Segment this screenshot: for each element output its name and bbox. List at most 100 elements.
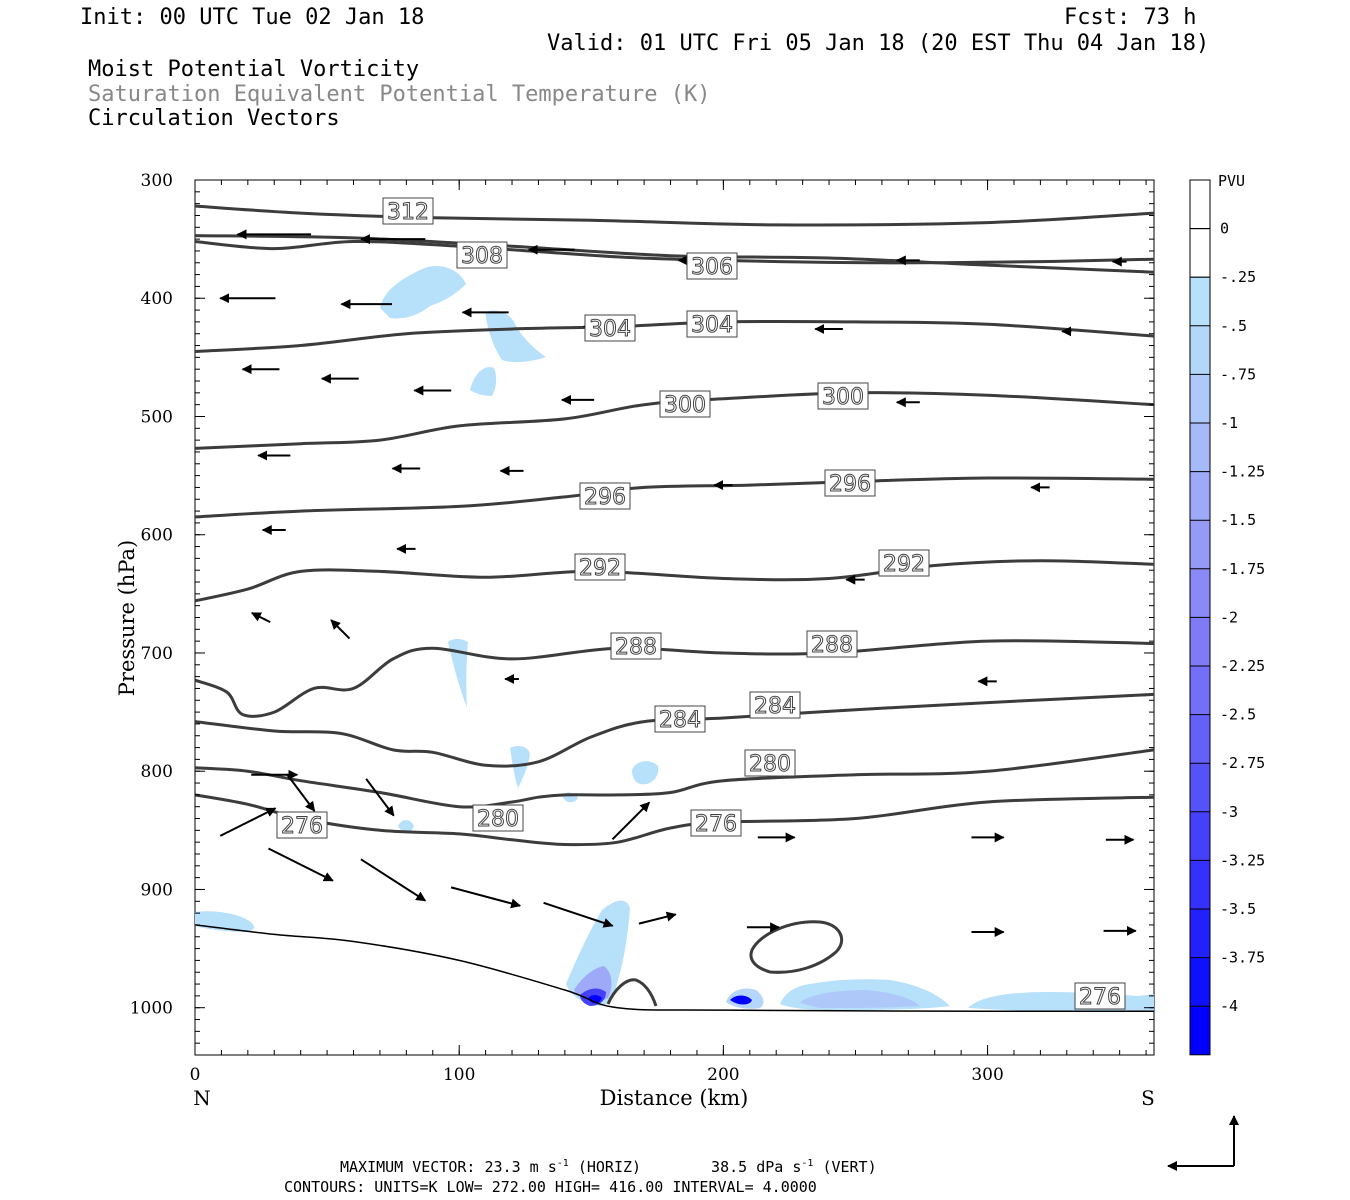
colorbar-label-15: -3.75 [1220,949,1265,967]
contour-label-280: 280 [472,804,524,833]
colorbar-label-1: -.25 [1220,268,1256,286]
colorbar-label-2: -.5 [1220,317,1247,335]
closed-contour-fragments [606,920,843,1007]
svg-text:304: 304 [589,317,631,342]
colorbar-swatch-12 [1190,763,1210,812]
vector-30 [286,773,316,812]
contour-292 [194,559,1155,603]
svg-text:284: 284 [754,694,796,719]
colorbar-label-5: -1.25 [1220,463,1265,481]
svg-text:276: 276 [281,814,323,839]
init-time: Init: 00 UTC Tue 02 Jan 18 [80,5,424,30]
x-axis-title: Distance (km) [600,1086,749,1110]
contour-308 [194,239,1155,265]
reference-vector [1167,1115,1239,1171]
contour-label-284: 284 [654,705,706,734]
colorbar-label-8: -2 [1220,608,1238,626]
svg-text:300: 300 [822,385,864,410]
contour-label-296: 296 [824,469,876,498]
contour-300 [194,391,1155,450]
x-tick-label-100: 100 [443,1065,475,1085]
svg-text:276: 276 [695,812,737,837]
colorbar-label-13: -3.25 [1220,851,1265,869]
contour-label-292: 292 [574,553,626,582]
colorbar-swatch-13 [1190,811,1210,861]
contour-284 [194,692,1155,768]
vector-26 [330,619,351,640]
contour-312 [194,204,1155,227]
y-tick-label-900: 900 [141,880,173,900]
colorbar-swatch-17 [1190,1006,1210,1055]
colorbar-swatch-2 [1190,277,1210,326]
field-title-theta-es: Saturation Equivalent Potential Temperat… [88,82,711,107]
vector-32 [219,807,277,837]
plot-area [194,179,1155,1056]
contour-280 [194,748,1155,809]
colorbar-label-6: -1.5 [1220,511,1256,529]
colorbar-label-3: -.75 [1220,365,1256,383]
colorbar-swatch-5 [1190,423,1210,472]
y-tick-label-1000: 1000 [130,999,173,1019]
vector-36 [543,901,614,928]
colorbar-swatch-6 [1190,471,1210,521]
south-label: S [1141,1086,1155,1110]
ground-surface-line [194,924,1155,1013]
colorbar-unit: PVU [1218,172,1245,190]
vector-25 [250,612,271,623]
colorbar-label-11: -2.75 [1220,754,1265,772]
y-tick-label-300: 300 [141,171,173,191]
forecast-hour: Fcst: 73 h [1064,5,1196,30]
contour-label-276: 276 [1074,982,1126,1011]
svg-text:280: 280 [749,752,791,777]
contour-296 [194,476,1155,519]
svg-text:284: 284 [659,708,701,733]
svg-text:296: 296 [584,485,626,510]
contour-label-308: 308 [456,241,508,270]
colorbar-label-9: -2.25 [1220,657,1265,675]
contour-labels: 312 308 306 304 304 300 300 296 296 292 292 288 288 2… [276,197,1126,1011]
field-title-vectors: Circulation Vectors [88,106,340,131]
svg-text:306: 306 [691,255,733,280]
colorbar-swatch-14 [1190,860,1210,909]
svg-text:288: 288 [615,635,657,660]
contour-label-300: 300 [659,390,711,419]
colorbar-swatch-16 [1190,957,1210,1007]
contour-306 [194,234,1155,274]
contour-label-304: 304 [584,314,636,343]
colorbar-label-12: -3 [1220,803,1238,821]
vector-37 [611,801,651,840]
colorbar-swatch-4 [1190,374,1210,423]
colorbar-label-0: 0 [1220,220,1229,238]
y-tick-label-800: 800 [141,762,173,782]
colorbar-swatch-1 [1189,228,1211,278]
colorbar-swatch-15 [1190,909,1210,958]
vector-33 [268,847,334,882]
axes: 0 100 200 300 300 400 500 600 700 800 900 1000 [130,171,1154,1085]
colorbar-swatch-10 [1190,666,1210,715]
vector-38 [638,911,677,925]
colorbar-label-10: -2.5 [1220,706,1256,724]
contour-label-284: 284 [749,691,801,720]
colorbar-label-4: -1 [1220,414,1238,432]
contour-288 [194,639,1155,718]
y-tick-label-500: 500 [141,407,173,427]
contour-label-312: 312 [382,197,434,226]
field-title-mpv: Moist Potential Vorticity [88,57,419,82]
circulation-vectors [219,229,1137,938]
contour-label-276: 276 [276,811,328,840]
y-tick-label-600: 600 [141,526,173,546]
vector-34 [360,858,427,902]
colorbar-label-7: -1.75 [1220,560,1265,578]
contour-label-276: 276 [690,809,742,838]
y-axis-title: Pressure (hPa) [115,540,139,696]
vector-31 [365,778,395,817]
footer-max-vector: MAXIMUM VECTOR: 23.3 m s-1 (HORIZ) 38.5 d… [340,1158,877,1176]
colorbar-swatch-3 [1190,325,1210,375]
x-tick-label-0: 0 [190,1065,201,1085]
svg-text:296: 296 [829,472,871,497]
svg-text:288: 288 [811,633,853,658]
colorbar-swatch-8 [1190,568,1210,618]
svg-text:304: 304 [691,313,733,338]
north-label: N [193,1086,211,1110]
